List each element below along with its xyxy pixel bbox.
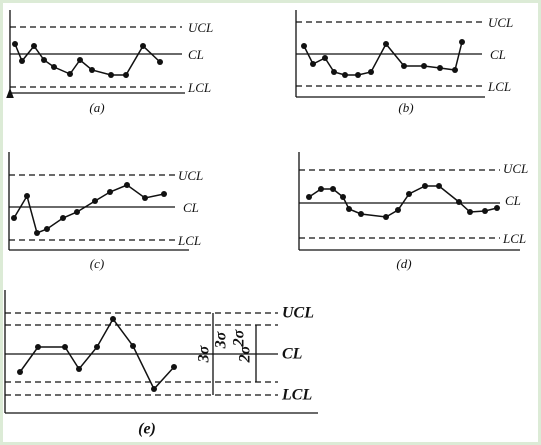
sample-point [92, 198, 98, 204]
sample-point [142, 195, 148, 201]
chart-c: UCL CL LCL (c) [8, 152, 203, 271]
ucl-label: UCL [188, 20, 213, 35]
sample-point [157, 59, 163, 65]
sample-point [318, 186, 324, 192]
sample-point [306, 194, 312, 200]
lcl-label: LCL [187, 80, 211, 95]
panel-label: (b) [398, 100, 413, 115]
ucl-label: UCL [503, 161, 528, 176]
sample-point [108, 72, 114, 78]
sample-point [31, 43, 37, 49]
sample-point [358, 211, 364, 217]
sample-point [401, 63, 407, 69]
sigma2-label: 2σ [231, 329, 248, 347]
sample-point [406, 191, 412, 197]
chart-e: 3σ 3σ 2σ 2σ UCL CL LCL (e) [4, 290, 318, 438]
sigma2-label: 2σ [237, 345, 254, 363]
cl-label: CL [505, 193, 521, 208]
sample-point [60, 215, 66, 221]
sample-point [395, 207, 401, 213]
sample-point [24, 193, 30, 199]
sample-point [383, 41, 389, 47]
chart-d: UCL CL LCL (d) [298, 152, 528, 271]
sample-point [107, 189, 113, 195]
sample-point [34, 230, 40, 236]
sample-point [330, 186, 336, 192]
sample-point [422, 183, 428, 189]
lcl-label: LCL [177, 233, 201, 248]
sample-point [44, 226, 50, 232]
sample-point [62, 344, 68, 350]
cl-label: CL [188, 47, 204, 62]
sample-point [35, 344, 41, 350]
sample-point [161, 191, 167, 197]
sample-point [130, 343, 136, 349]
lcl-label: LCL [502, 231, 526, 246]
sample-point [331, 69, 337, 75]
ucl-label: UCL [178, 168, 203, 183]
sample-point [437, 65, 443, 71]
panel-label: (a) [89, 100, 104, 115]
sample-point [355, 72, 361, 78]
sample-point [171, 364, 177, 370]
sample-point [74, 209, 80, 215]
sample-point [322, 55, 328, 61]
axis-line [8, 152, 189, 251]
axis-line [10, 10, 185, 93]
sample-point [12, 41, 18, 47]
sample-point [383, 214, 389, 220]
sample-point [436, 183, 442, 189]
chart-b: UCL CL LCL (b) [295, 10, 513, 115]
sample-point [456, 199, 462, 205]
sample-point [123, 72, 129, 78]
panel-label: (e) [138, 421, 156, 438]
lcl-label: LCL [281, 387, 312, 404]
trend-line [14, 43, 161, 76]
sample-point [110, 316, 116, 322]
sample-point [342, 72, 348, 78]
sample-point [340, 194, 346, 200]
lcl-label: LCL [487, 79, 511, 94]
sample-point [140, 43, 146, 49]
ucl-label: UCL [282, 305, 314, 322]
sigma3-label: 3σ [213, 331, 230, 349]
sample-point [51, 64, 57, 70]
sample-point [124, 182, 130, 188]
sample-point [151, 386, 157, 392]
sample-point [19, 58, 25, 64]
sample-point [11, 215, 17, 221]
chart-a: UCL CL LCL (a) [10, 10, 213, 115]
sample-point [482, 208, 488, 214]
sample-point [467, 209, 473, 215]
panel-label: (c) [90, 256, 104, 271]
ucl-label: UCL [488, 15, 513, 30]
axis-line [4, 290, 318, 414]
sample-point [77, 57, 83, 63]
sample-point [17, 369, 23, 375]
sample-point [41, 57, 47, 63]
cl-label: CL [183, 200, 199, 215]
sample-point [301, 43, 307, 49]
panel-label: (d) [396, 256, 411, 271]
trend-line [13, 184, 165, 235]
sample-point [310, 61, 316, 67]
cl-label: CL [282, 346, 303, 363]
sample-point [421, 63, 427, 69]
axis-line [298, 152, 520, 251]
sample-point [368, 69, 374, 75]
sample-point [494, 205, 500, 211]
sample-point [76, 366, 82, 372]
sample-point [452, 67, 458, 73]
sample-point [67, 71, 73, 77]
sample-point [94, 344, 100, 350]
sample-point [459, 39, 465, 45]
cl-label: CL [490, 47, 506, 62]
sigma3-label: 3σ [196, 345, 213, 363]
sample-point [346, 206, 352, 212]
sample-point [89, 67, 95, 73]
